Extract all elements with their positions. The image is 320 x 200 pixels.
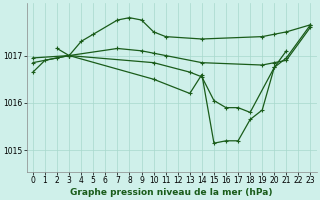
- X-axis label: Graphe pression niveau de la mer (hPa): Graphe pression niveau de la mer (hPa): [70, 188, 273, 197]
